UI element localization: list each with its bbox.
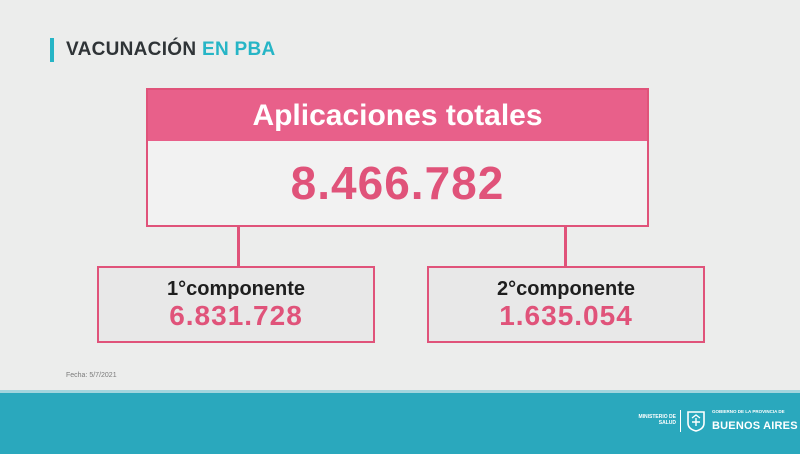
page-title: VACUNACIÓN EN PBA — [66, 38, 276, 62]
ministry-line2: SALUD — [658, 420, 676, 426]
government-small-text: GOBIERNO DE LA PROVINCIA DE — [712, 409, 785, 414]
logo-separator — [680, 410, 681, 432]
first-component-box: 1°componente 6.831.728 — [97, 266, 375, 343]
ministry-line1: MINISTERIO DE — [638, 414, 676, 420]
footer-bar: MINISTERIO DE SALUD GOBIERNO DE LA PROVI… — [0, 390, 800, 454]
connector-left — [237, 227, 240, 267]
second-component-value: 1.635.054 — [499, 299, 633, 331]
first-component-label: 1°componente — [166, 277, 306, 300]
total-applications-label: Aplicaciones totales — [148, 90, 647, 141]
first-component-value: 6.831.728 — [169, 299, 303, 331]
total-applications-value: 8.466.782 — [290, 157, 505, 209]
second-component-label: 2°componente — [496, 277, 636, 300]
title-accent-bar — [50, 38, 54, 62]
ministry-logo-text: MINISTERIO DE SALUD — [614, 414, 676, 426]
date-note: Fecha: 5/7/2021 — [66, 372, 117, 379]
connector-right — [564, 227, 567, 267]
second-component-box: 2°componente 1.635.054 — [427, 266, 705, 343]
government-big-text: BUENOS AIRES — [712, 420, 798, 432]
footer-top-line — [0, 390, 800, 393]
title-part-vacunacion: VACUNACIÓN — [66, 39, 197, 60]
province-seal-icon — [687, 411, 705, 432]
title-part-pba: EN PBA — [201, 39, 276, 60]
total-applications-box: Aplicaciones totales 8.466.782 — [146, 88, 649, 227]
